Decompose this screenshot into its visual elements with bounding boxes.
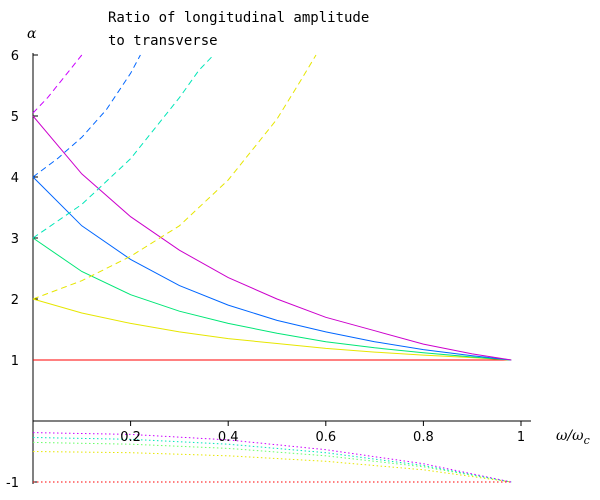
tick-labels: -1 1 2 3 4 5 6 0.2 0.4 0.6 0.8 1 <box>6 49 525 491</box>
series-line-solid-4 <box>32 176 512 361</box>
series-line-dashed-6 <box>32 54 317 300</box>
series-line-solid-3 <box>32 237 512 361</box>
x-tick-label: 0.4 <box>218 430 239 445</box>
series-group <box>32 54 512 483</box>
y-tick-label: 6 <box>11 49 19 64</box>
series-line-dotted-14 <box>32 432 512 483</box>
series-line-solid-2 <box>32 298 512 361</box>
series-line-dotted-12 <box>32 441 512 483</box>
y-tick-label: 2 <box>11 293 19 308</box>
series-line-dotted-13 <box>32 437 512 483</box>
series-line-dashed-8 <box>32 54 141 178</box>
chart-title: Ratio of longitudinal amplitude to trans… <box>108 10 369 49</box>
series-line-dotted-11 <box>32 451 512 483</box>
chart-title-line-1: Ratio of longitudinal amplitude <box>108 10 369 26</box>
x-tick-label: 0.2 <box>120 430 141 445</box>
x-tick-label: 1 <box>517 430 525 445</box>
y-tick-label: 4 <box>11 171 19 186</box>
x-tick-label: 0.8 <box>413 430 434 445</box>
series-line-solid-5 <box>32 115 512 361</box>
y-tick-label: 5 <box>11 110 19 125</box>
y-tick-label: -1 <box>6 476 19 491</box>
series-line-dashed-7 <box>32 54 214 239</box>
y-axis-label: α <box>27 26 37 42</box>
axes <box>32 53 531 484</box>
series-line-dashed-9 <box>32 54 83 114</box>
chart-title-line-2: to transverse <box>108 33 218 49</box>
y-tick-label: 1 <box>11 354 19 369</box>
x-tick-label: 0.6 <box>315 430 336 445</box>
y-tick-label: 3 <box>11 232 19 247</box>
x-axis-label: ω/ωc <box>556 428 590 447</box>
